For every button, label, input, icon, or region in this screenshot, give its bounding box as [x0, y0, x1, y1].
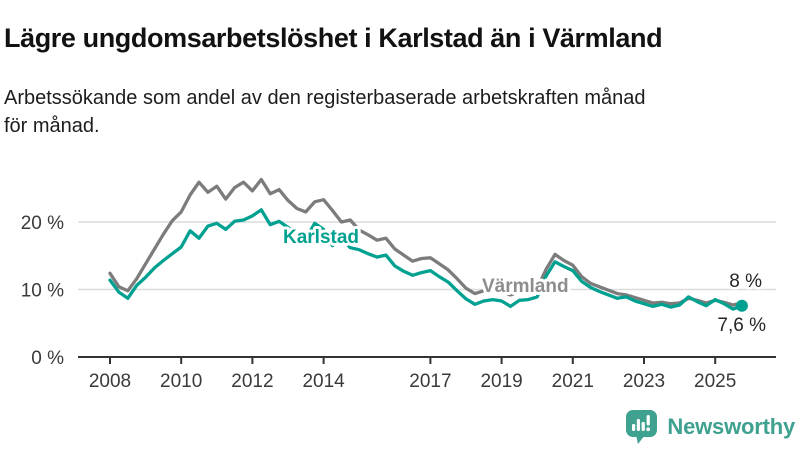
subtitle-line-2: för månad.: [4, 115, 100, 137]
x-tick-label: 2008: [89, 371, 131, 392]
x-tick-label: 2023: [623, 371, 665, 392]
x-tick-label: 2025: [694, 371, 736, 392]
x-tick-label: 2021: [552, 371, 594, 392]
x-tick-label: 2012: [231, 371, 273, 392]
x-tick-label: 2014: [302, 371, 345, 392]
karlstad-end-dot: [735, 299, 748, 312]
y-tick-label: 20 %: [21, 213, 64, 234]
newsworthy-logo[interactable]: Newsworthy: [625, 409, 795, 445]
x-tick-label: 2017: [409, 371, 451, 392]
karlstad-series-label: Karlstad: [283, 227, 359, 248]
subtitle-line-1: Arbetssökande som andel av den registerb…: [4, 87, 646, 109]
karlstad-value-annotation: 7,6 %: [717, 315, 766, 336]
x-tick-label: 2010: [160, 371, 202, 392]
y-tick-label: 10 %: [21, 281, 64, 302]
speech-bubble-bar-chart-icon: [626, 410, 658, 444]
chart-subtitle: Arbetssökande som andel av den registerb…: [4, 84, 794, 140]
varmland-series-label: Värmland: [482, 276, 569, 297]
newsworthy-brand-name: Newsworthy: [667, 414, 795, 439]
line-chart: 2008 2010 2012 2014 2017 2019 2021 2023 2025 20 %…: [21, 177, 776, 392]
y-tick-label: 0 %: [31, 348, 64, 369]
page-title: Lägre ungdomsarbetslöshet i Karlstad än …: [4, 23, 663, 54]
varmland-value-annotation: 8 %: [729, 271, 762, 292]
x-tick-label: 2019: [480, 371, 522, 392]
varmland-line: [108, 177, 744, 307]
karlstad-line: [108, 208, 744, 311]
